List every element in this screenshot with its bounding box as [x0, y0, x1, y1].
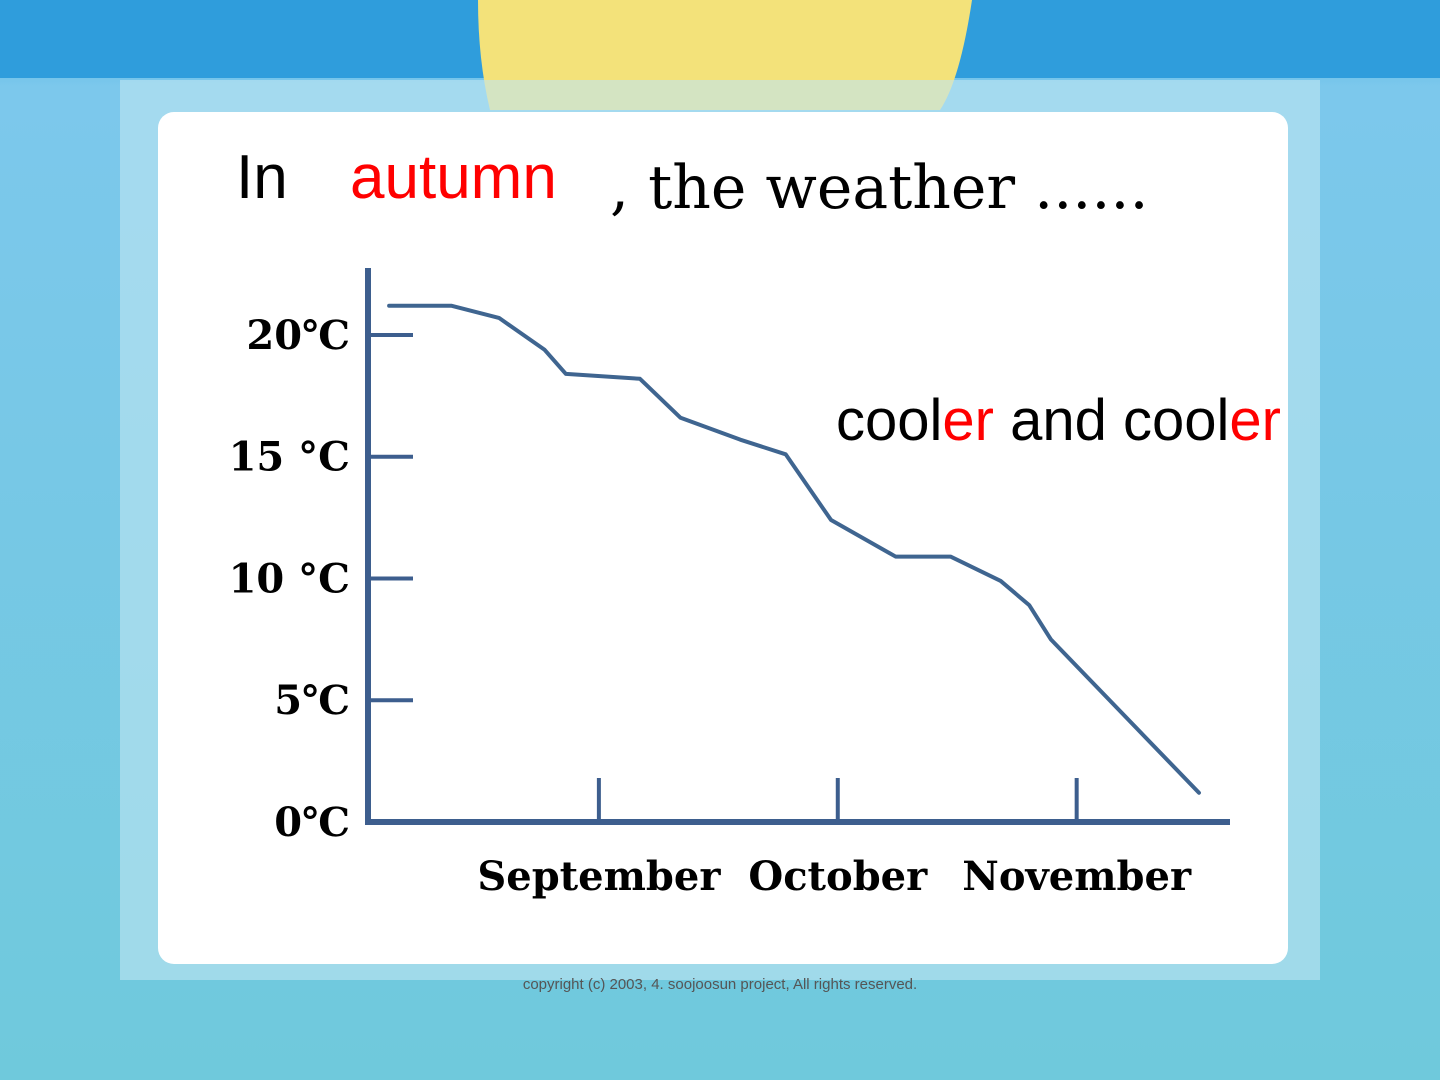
title-part: , the weather ......: [610, 153, 1149, 223]
annotation: cooler and cooler: [836, 388, 1281, 453]
y-tick-label: 5℃: [274, 677, 350, 724]
x-tick-label: October: [748, 853, 928, 900]
y-tick-label: 15 °C: [229, 434, 350, 481]
y-tick-label: 10 °C: [229, 555, 350, 602]
y-tick-label: 20℃: [246, 312, 350, 359]
title-part: In: [236, 143, 288, 212]
footer: copyright (c) 2003, 4. soojoosun project…: [523, 976, 917, 993]
panel: [158, 112, 1288, 964]
y-tick-label: 0℃: [274, 799, 350, 846]
plot: 0℃ 5℃ 10 °C 15 °C 20℃ September October Novembe…: [229, 268, 1230, 900]
annotation-part: cool: [836, 388, 942, 453]
line-series: [387, 303, 1201, 795]
title: In autumn , the weather ......: [236, 143, 1149, 223]
title-part: autumn: [350, 143, 557, 212]
annotation-part: er: [1229, 388, 1281, 453]
annotation-part: er: [942, 388, 994, 453]
x-tick-label: November: [962, 853, 1192, 900]
x-tick-label: September: [477, 853, 721, 900]
annotation-part: and cool: [994, 388, 1229, 453]
